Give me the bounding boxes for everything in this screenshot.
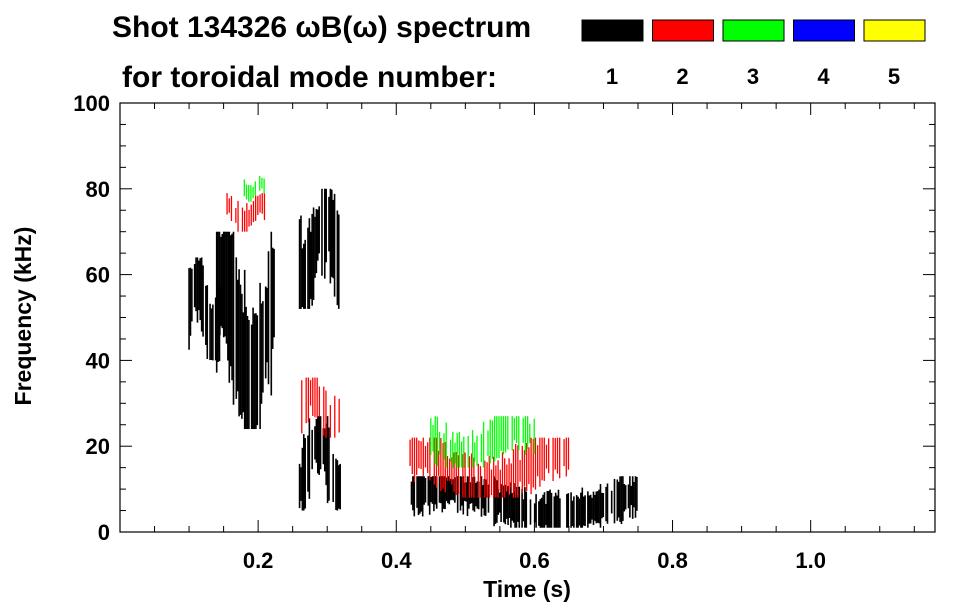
legend-swatch-mode-3 [722, 19, 785, 42]
legend-swatch-mode-2 [652, 19, 714, 42]
y-axis-label: Frequency (kHz) [10, 227, 36, 406]
legend-label-mode-5: 5 [888, 64, 900, 89]
chart-title-line2: for toroidal mode number: [122, 61, 497, 94]
spectrum-region-mode-2 [226, 193, 266, 232]
legend-swatch-mode-1 [581, 19, 644, 42]
legend-swatch-mode-4 [793, 19, 855, 42]
spectrum-region-mode-1 [188, 257, 221, 361]
spectrum-region-mode-1 [215, 231, 275, 430]
spectrum-data [188, 175, 638, 528]
x-axis-label: Time (s) [483, 576, 571, 602]
y-tick-label: 100 [73, 91, 110, 116]
spectrum-region-mode-1 [298, 188, 340, 309]
chart-title-line1: Shot 134326 ωB(ω) spectrum [112, 11, 531, 44]
axes: 0.2 0.4 0.6 0.8 1.0 0 20 40 60 80 100 [73, 91, 935, 573]
legend-label-mode-1: 1 [606, 64, 618, 89]
legend: 1 2 3 4 5 [581, 19, 926, 89]
spectrum-region-mode-2 [301, 377, 340, 438]
spectrum-region-mode-2 [409, 437, 570, 498]
y-tick-label: 40 [86, 348, 110, 373]
x-tick-label: 0.6 [519, 548, 550, 573]
legend-label-mode-4: 4 [817, 64, 830, 89]
y-tick-label: 80 [86, 177, 110, 202]
chart-title-group: Shot 134326 ωB(ω) spectrum for toroidal … [112, 11, 531, 94]
spectrum-region-mode-1 [298, 416, 341, 511]
legend-label-mode-3: 3 [747, 64, 759, 89]
spectrum-region-mode-3 [243, 175, 265, 202]
legend-label-mode-2: 2 [676, 64, 688, 89]
legend-swatch-mode-5 [863, 19, 926, 42]
spectrum-region-mode-3 [430, 416, 535, 468]
y-tick-label: 20 [86, 434, 110, 459]
x-tick-label: 0.2 [243, 548, 274, 573]
x-tick-label: 0.4 [381, 548, 412, 573]
x-tick-label: 0.8 [657, 548, 688, 573]
y-tick-label: 60 [86, 263, 110, 288]
y-tick-label: 0 [98, 520, 110, 545]
x-tick-label: 1.0 [795, 548, 826, 573]
